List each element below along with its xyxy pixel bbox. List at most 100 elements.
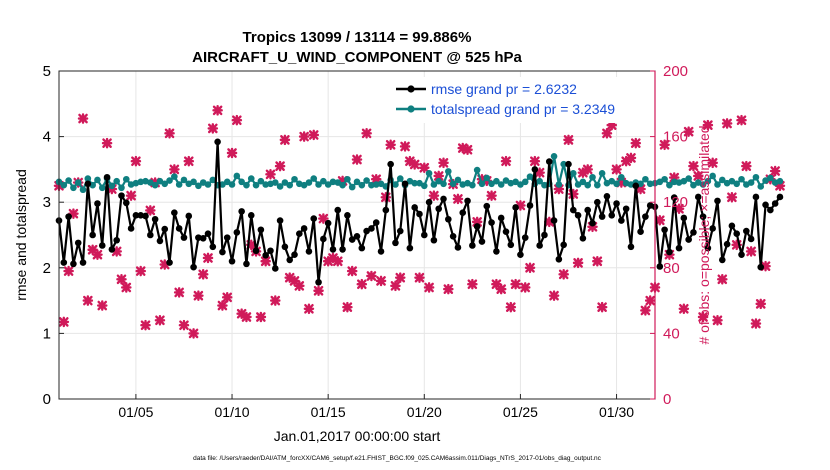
totalspread-point (579, 178, 587, 186)
rmse-point (464, 197, 471, 205)
y-right-tick-label: 200 (663, 63, 688, 80)
obs-count-marker (120, 282, 132, 293)
totalspread-point (339, 181, 346, 189)
rmse-point (531, 166, 539, 173)
obs-count-marker (125, 190, 137, 201)
rmse-point (190, 263, 197, 271)
totalspread-point (262, 181, 269, 188)
totalspread-point (147, 179, 154, 186)
legend-marker-rmse (407, 85, 415, 93)
obs-count-marker (404, 155, 416, 167)
rmse-point (127, 225, 135, 232)
rmse-point (305, 248, 313, 255)
rmse-point (411, 204, 418, 211)
obs-count-marker (534, 167, 545, 178)
totalspread-point (680, 177, 688, 185)
y-left-tick-label: 4 (43, 129, 51, 146)
rmse-point (353, 233, 361, 240)
obs-count-marker (260, 255, 271, 267)
obs-count-marker (688, 160, 699, 172)
totalspread-point (372, 181, 380, 188)
totalspread-point (161, 180, 169, 188)
chart-title-line1: Tropics 13099 / 13114 = 99.886% (243, 29, 472, 46)
legend-box (392, 77, 652, 123)
obs-count-marker (640, 305, 651, 316)
totalspread-point (74, 179, 82, 186)
totalspread-point (473, 166, 481, 174)
rmse-point (656, 263, 664, 270)
rmse-point (569, 206, 577, 214)
obs-count-marker (289, 275, 300, 287)
obs-count-marker (572, 257, 584, 269)
rmse-point (267, 247, 274, 255)
rmse-point (334, 206, 342, 214)
rmse-point (166, 259, 173, 266)
rmse-point (469, 242, 476, 249)
obs-count-marker (423, 282, 435, 293)
totalspread-point (425, 170, 433, 177)
rmse-point (156, 237, 164, 245)
rmse-point (339, 246, 346, 253)
rmse-point (483, 202, 491, 210)
rmse-point (747, 235, 755, 243)
rmse-point (550, 217, 558, 224)
rmse-point (137, 212, 145, 219)
obs-count-marker (659, 139, 670, 151)
obs-count-marker (697, 311, 709, 323)
obs-count-marker (452, 193, 464, 205)
rmse-point (329, 246, 337, 253)
totalspread-point (613, 180, 620, 188)
totalspread-point (166, 177, 173, 184)
totalspread-point (560, 160, 567, 168)
obs-count-marker (500, 155, 512, 167)
totalspread-point (79, 186, 87, 194)
x-tick-label: 01/25 (503, 404, 538, 420)
obs-count-marker (462, 144, 473, 156)
rmse-point (348, 236, 356, 243)
y-left-tick-label: 2 (43, 260, 51, 277)
totalspread-point (276, 183, 284, 190)
totalspread-point (291, 175, 298, 183)
y-right-tick-label: 40 (663, 325, 680, 342)
obs-count-marker (524, 262, 536, 274)
obs-count-marker (361, 128, 372, 139)
obs-count-marker (750, 318, 762, 329)
rmse-point (291, 251, 298, 258)
obs-count-marker (616, 177, 627, 188)
rmse-point (320, 235, 327, 243)
obs-count-marker (491, 278, 502, 290)
obs-count-marker (87, 244, 98, 256)
rmse-point (392, 239, 399, 247)
obs-count-marker (193, 290, 204, 301)
rmse-point (507, 241, 515, 249)
obs-count-marker (269, 295, 281, 306)
rmse-point (74, 239, 82, 247)
rmse-point (536, 242, 543, 249)
totalspread-point (368, 181, 375, 189)
chart-title-line2: AIRCRAFT_U_WIND_COMPONENT @ 525 hPa (192, 49, 522, 66)
totalspread-point (670, 178, 678, 186)
obs-count-marker (592, 255, 603, 267)
totalspread-point (449, 180, 457, 188)
totalspread-point (118, 184, 125, 192)
obs-count-marker (318, 213, 329, 224)
rmse-point (767, 206, 774, 214)
totalspread-point (271, 179, 279, 186)
rmse-point (632, 182, 640, 190)
rmse-point (459, 209, 467, 216)
rmse-point (262, 252, 269, 259)
totalspread-point (445, 168, 452, 175)
obs-count-marker (692, 170, 704, 182)
obs-count-marker (558, 269, 569, 280)
obs-count-marker (183, 155, 195, 167)
obs-count-marker (774, 180, 786, 192)
obs-count-marker (736, 114, 747, 126)
x-axis-label: Jan.01,2017 00:00:00 start (274, 428, 441, 444)
legend-label-spread: totalspread grand pr = 3.2349 (431, 101, 615, 117)
totalspread-point (108, 182, 116, 190)
rmse-point (675, 244, 683, 252)
rmse-point (478, 238, 486, 245)
rmse-point (771, 200, 779, 207)
totalspread-point (377, 180, 385, 188)
totalspread-point (642, 175, 649, 183)
